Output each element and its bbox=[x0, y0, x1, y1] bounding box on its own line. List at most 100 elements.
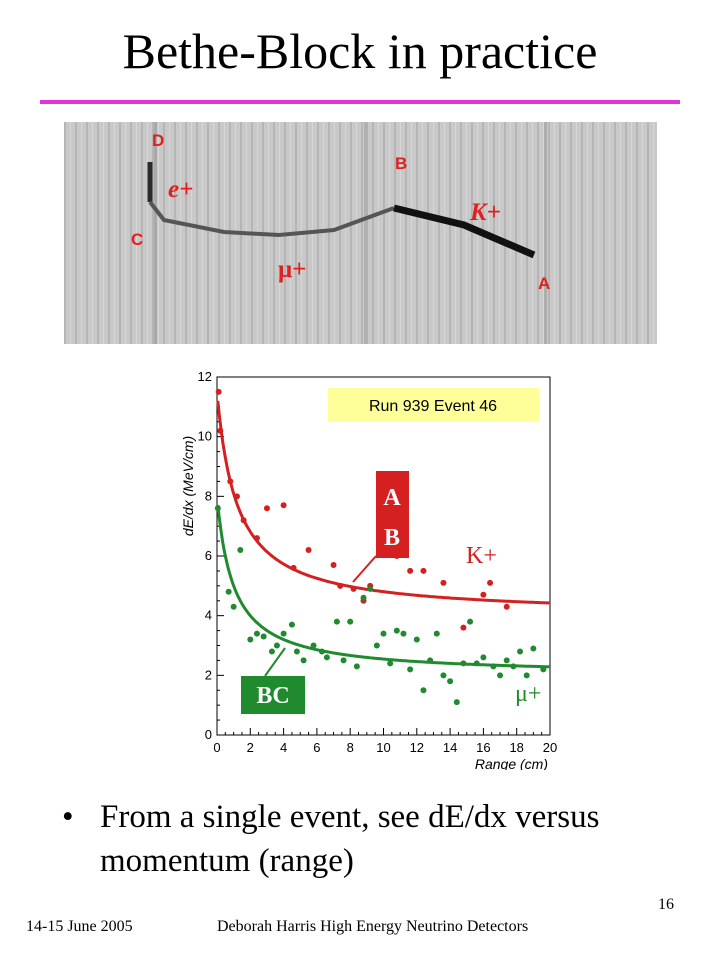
x-tick-label: 4 bbox=[280, 740, 287, 755]
muon-data-point bbox=[497, 672, 504, 679]
kaon-data-point bbox=[263, 505, 270, 512]
particle-label-muon: μ+ bbox=[278, 256, 306, 283]
muon-data-point bbox=[510, 663, 517, 670]
muon-data-point bbox=[413, 636, 420, 643]
y-tick-label: 4 bbox=[205, 608, 212, 623]
muon-data-point bbox=[400, 630, 407, 637]
footer-date: 14-15 June 2005 bbox=[26, 918, 133, 935]
muon-data-point bbox=[288, 621, 295, 628]
dedx-chart: 0 2 4 6 8 10 12 14 16 18 20 0 2 4 6 8 10 12 Range (cm) dE/d… bbox=[160, 360, 570, 772]
muon-data-point bbox=[530, 645, 537, 652]
muon-data-point bbox=[467, 618, 474, 625]
y-tick-label: 12 bbox=[198, 369, 212, 384]
point-label-d: D bbox=[152, 131, 164, 150]
point-label-a: A bbox=[538, 274, 550, 293]
kaon-data-point bbox=[480, 591, 487, 598]
muon-data-point bbox=[260, 633, 267, 640]
run-label: Run 939 Event 46 bbox=[369, 398, 497, 415]
kaon-data-point bbox=[337, 582, 344, 589]
series-label-muon: μ+ bbox=[515, 681, 541, 707]
page-number: 16 bbox=[658, 896, 674, 913]
kaon-data-point bbox=[460, 624, 467, 631]
y-tick-label: 0 bbox=[205, 727, 212, 742]
x-axis-label: Range (cm) bbox=[475, 756, 548, 770]
x-tick-label: 12 bbox=[410, 740, 424, 755]
muon-data-point bbox=[293, 648, 300, 655]
y-tick-label: 10 bbox=[198, 429, 212, 444]
x-tick-label: 14 bbox=[443, 740, 457, 755]
muon-data-point bbox=[480, 654, 487, 661]
muon-data-point bbox=[353, 663, 360, 670]
muon-data-point bbox=[453, 699, 460, 706]
point-label-b: B bbox=[395, 154, 407, 173]
x-tick-label: 10 bbox=[376, 740, 390, 755]
x-tick-label: 16 bbox=[476, 740, 490, 755]
muon-data-point bbox=[503, 657, 510, 664]
kaon-data-point bbox=[440, 579, 447, 586]
kaon-fit-curve bbox=[216, 400, 550, 605]
kaon-data-point bbox=[503, 603, 510, 610]
muon-data-point bbox=[333, 618, 340, 625]
muon-data-point bbox=[300, 657, 307, 664]
kaon-data-point bbox=[487, 579, 494, 586]
muon-data-point bbox=[517, 648, 524, 655]
x-tick-label: 2 bbox=[247, 740, 254, 755]
x-tick-label: 18 bbox=[509, 740, 523, 755]
kaon-data-point bbox=[305, 547, 312, 554]
muon-data-point bbox=[447, 678, 454, 685]
kaon-data-point bbox=[330, 561, 337, 568]
x-tick-label: 6 bbox=[313, 740, 320, 755]
bullet-text: From a single event, see dE/dx versus mo… bbox=[100, 799, 600, 879]
title-underline bbox=[40, 100, 680, 104]
y-tick-label: 2 bbox=[205, 667, 212, 682]
muon-data-point bbox=[473, 660, 480, 667]
muon-data-point bbox=[380, 630, 387, 637]
series-label-kaon: K+ bbox=[466, 543, 497, 569]
muon-data-point bbox=[214, 505, 221, 512]
particle-label-positron: e+ bbox=[168, 176, 193, 203]
muon-data-point bbox=[225, 588, 232, 595]
footer-author: Deborah Harris High Energy Neutrino Dete… bbox=[217, 918, 529, 935]
muon-data-point bbox=[387, 660, 394, 667]
muon-data-point bbox=[367, 585, 374, 592]
muon-data-point bbox=[360, 594, 367, 601]
muon-data-point bbox=[540, 666, 547, 673]
muon-data-point bbox=[323, 654, 330, 661]
muon-data-point bbox=[490, 663, 497, 670]
y-tick-label: 8 bbox=[205, 488, 212, 503]
x-tick-label: 0 bbox=[213, 740, 220, 755]
muon-data-point bbox=[433, 630, 440, 637]
point-label-c: C bbox=[131, 230, 143, 249]
kaon-data-point bbox=[227, 478, 234, 485]
kaon-data-point bbox=[253, 535, 260, 542]
kaon-data-point bbox=[280, 502, 287, 509]
kaon-data-point bbox=[233, 493, 240, 500]
muon-data-point bbox=[340, 657, 347, 664]
muon-data-point bbox=[280, 630, 287, 637]
muon-data-point bbox=[427, 657, 434, 664]
muon-data-point bbox=[230, 603, 237, 610]
muon-data-point bbox=[407, 666, 414, 673]
ab-pointer-line bbox=[352, 555, 377, 583]
kaon-data-point bbox=[407, 567, 414, 574]
x-tick-label: 8 bbox=[347, 740, 354, 755]
event-display: D B C A e+ K+ μ+ bbox=[64, 122, 657, 344]
muon-data-point bbox=[247, 636, 254, 643]
y-tick-label: 6 bbox=[205, 548, 212, 563]
muon-data-point bbox=[310, 642, 317, 649]
bullet-dot: • bbox=[62, 799, 74, 835]
particle-label-kaon: K+ bbox=[469, 199, 501, 226]
y-axis-label: dE/dx (MeV/cm) bbox=[180, 436, 196, 536]
slide-title: Bethe-Block in practice bbox=[122, 23, 598, 79]
bc-pointer-line bbox=[264, 647, 286, 677]
kaon-data-point bbox=[350, 585, 357, 592]
kaon-data-point bbox=[217, 427, 224, 434]
x-tick-label: 20 bbox=[543, 740, 557, 755]
ab-label-b: B bbox=[384, 525, 400, 551]
muon-data-point bbox=[420, 687, 427, 694]
bc-label-box bbox=[241, 676, 305, 714]
run-label-box bbox=[328, 388, 539, 422]
muon-data-point bbox=[347, 618, 354, 625]
dedx-chart-svg: 0 2 4 6 8 10 12 14 16 18 20 0 2 4 6 8 10 12 Range (cm) dE/d… bbox=[180, 369, 557, 772]
kaon-data-point bbox=[290, 564, 297, 571]
